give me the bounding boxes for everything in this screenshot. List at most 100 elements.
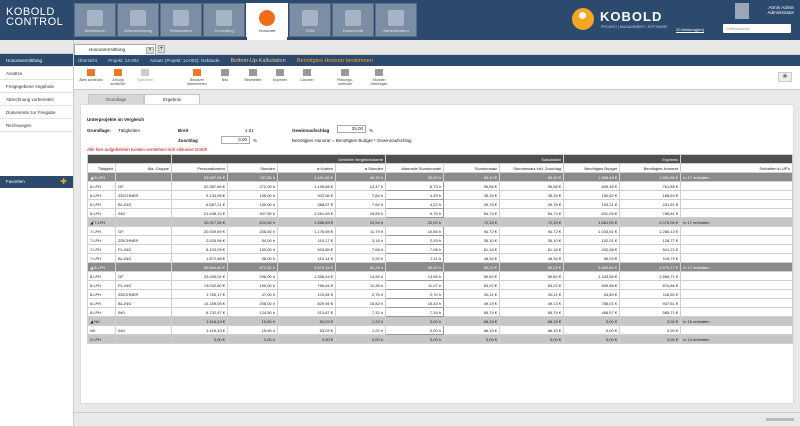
toolbar-button[interactable]: Zeilung schließen [105, 68, 131, 88]
sidebar-item[interactable]: Dokumente zur Freigabe [0, 106, 73, 119]
gewinn-input[interactable]: 25,00 [337, 125, 366, 133]
manual-hours-cell[interactable]: 4,22 h [385, 199, 445, 209]
table-row[interactable]: 6.LPH ZEICHNER 5.134,96 €136,00 h 302,06 €7… [87, 190, 793, 200]
manual-hours-cell[interactable]: 0,00 h [385, 325, 445, 335]
column-header[interactable]: Benötigtes Budget [563, 163, 621, 173]
favorites-bar[interactable]: Favoriten ✚ [0, 176, 73, 188]
manual-hours-cell[interactable]: 0,00 h [385, 316, 445, 326]
module-tab-reisekosten[interactable]: Reisekosten [160, 3, 202, 37]
manual-hours-cell[interactable]: 2,93 h [385, 235, 445, 245]
manual-hours-cell[interactable]: 50,00 h [385, 262, 445, 272]
table-cell: 6.LPH [87, 199, 116, 209]
group-header-kalkulation: Kalkulation [385, 154, 565, 164]
avatar[interactable] [735, 3, 749, 19]
module-tab-label: CRM [305, 28, 315, 33]
toolbar-button[interactable]: Kopieren [267, 68, 293, 88]
module-tab-controlling[interactable]: Controlling [203, 3, 245, 37]
sidebar-item[interactable]: Rechnungen [0, 119, 73, 132]
table-row[interactable]: 8.LPH ZEICHNER 1.760,17 €47,00 h 103,54 €2,… [87, 289, 793, 299]
breadcrumb-item[interactable]: Ansatz (Projekt: 14-002): Gebäude [149, 58, 220, 63]
table-cell: 0,00 € [563, 316, 621, 326]
table-row[interactable]: 8.LPH BL-ING 14.159,05 €208,00 h 829,94 €15… [87, 298, 793, 308]
column-header[interactable]: Benötigtes Honorar [619, 163, 682, 173]
manual-hours-cell[interactable]: 4,39 h [385, 190, 445, 200]
tab-ergebnis[interactable]: Ergebnis [144, 94, 200, 104]
settings-menu-icon[interactable]: ✱ [778, 72, 792, 82]
manual-hours-cell[interactable]: 7,34 h [385, 307, 445, 317]
breadcrumb-item[interactable]: Projekt: 14-002 [108, 58, 139, 63]
manual-hours-cell[interactable]: 7,08 h [385, 244, 445, 254]
sidebar-item[interactable]: Honorarermittlung [0, 54, 73, 67]
column-header[interactable]: Stunden [227, 163, 278, 173]
manual-hours-cell[interactable]: 0,00 h [385, 334, 445, 344]
toolbar-button[interactable]: Neu [212, 68, 238, 88]
table-row[interactable]: 7.LPH ZEICHNER 2.025,96 €54,00 h 119,17 €3,… [87, 235, 793, 245]
toolbar-button[interactable]: Speichern [132, 68, 158, 88]
new-tab-button[interactable]: + [158, 45, 165, 53]
group-row[interactable]: ◢ 7.LPH 32.017,26 €424,50 h 1.986,89 €24,9… [87, 217, 793, 227]
sidebar-item[interactable]: Freigegebene Angebote [0, 80, 73, 93]
column-header[interactable]: Personalkosten [171, 163, 228, 173]
manual-hours-cell[interactable]: 9,76 h [385, 208, 445, 218]
group-row[interactable]: ◢ 6.LPH 53.557,94 €787,50 h 3.151,82 €46,3… [87, 172, 793, 182]
zoom-slider[interactable] [766, 418, 794, 421]
table-row[interactable]: 8.LPH PL-ING 13.032,80 €190,00 h 766,64 €11… [87, 280, 793, 290]
zuschlag-input[interactable]: 0,00 [221, 136, 250, 144]
toolbar-button[interactable]: Stunden übertragen [366, 68, 392, 88]
sidebar-item[interactable]: Abrechnung vorbereiten [0, 93, 73, 106]
table-row[interactable]: 6.LPH GF 20.387,69 €272,00 h 1.199,86 €12,4… [87, 181, 793, 191]
table-row[interactable]: 8.LPH ING 8.732,47 €124,50 h 513,67 €7,32 h… [87, 307, 793, 317]
column-header[interactable]: ø Kosten [277, 163, 336, 173]
module-tab-crm[interactable]: CRM [289, 3, 331, 37]
search-input[interactable]: Volltextsuche [723, 24, 791, 33]
toolbar-button[interactable]: Benutzer übernehmen [184, 68, 210, 88]
table-row[interactable]: NK ING 1.416,43 €19,50 h 83,03 €1,22 h 0,00 … [87, 325, 793, 335]
table-row[interactable]: 6.LPH ING 21.448,13 €307,50 h 1.261,83 €16,… [87, 208, 793, 218]
column-header[interactable]: ø Stunden [334, 163, 387, 173]
tab-grundlage[interactable]: Grundlage [88, 94, 144, 104]
module-tab-administration[interactable]: Administration [375, 3, 417, 37]
module-tab-arbeitsbuch[interactable]: Arbeitsbuch [74, 3, 116, 37]
tab-honorarermittlung[interactable]: Honorarermittlung × [74, 44, 156, 55]
toolbar-button[interactable]: Planungs-methode [332, 68, 358, 88]
table-row[interactable]: 7.LPH BL-ING 1.872,58 €38,00 h 110,14 €2,29… [87, 253, 793, 263]
user-info[interactable]: Armin Admin Administrator [752, 5, 794, 15]
column-header[interactable]: Enthalten in UP's [680, 163, 793, 173]
manual-hours-cell[interactable]: 2,70 h [385, 289, 445, 299]
table-row[interactable]: 6.LPH BL-ING 6.587,21 €130,00 h 388,07 €7,6… [87, 199, 793, 209]
breadcrumb-item[interactable]: Übersicht [78, 58, 98, 63]
module-tab-zeitenerfassung[interactable]: Zeitenerfassung [117, 3, 159, 37]
module-tabs: Arbeitsbuch Zeitenerfassung Reisekosten Con… [74, 3, 417, 40]
toolbar-button[interactable]: Bearbeiten [240, 68, 266, 88]
column-header[interactable]: Stundensatz inkl. Zuschlag [499, 163, 565, 173]
column-header[interactable]: Manuelle Stundenzahl [385, 163, 445, 173]
table-cell [680, 307, 793, 317]
manual-hours-cell[interactable]: 6,73 h [385, 181, 445, 191]
group-row[interactable]: 9.LPH 0,00 €0,00 h 0,00 €0,00 h 0,00 h 0,00 … [87, 334, 793, 344]
add-favorite-icon[interactable]: ✚ [60, 177, 67, 186]
toolbar-button[interactable]: Löschen [294, 68, 320, 88]
table-row[interactable]: 7.LPH GF 20.009,69 €206,50 h 1.176,98 €11,7… [87, 226, 793, 236]
table-row[interactable]: 8.LPH GF 23.059,01 €296,00 h 1.356,44 €14,9… [87, 271, 793, 281]
table-row[interactable]: 7.LPH PL-ING 8.103,09 €130,00 h 503,89 €7,6… [87, 244, 793, 254]
group-row[interactable]: ◢ 8.LPH 60.564,60 €871,50 h 3.570,34 €51,2… [87, 262, 793, 272]
manual-hours-cell[interactable]: 15,43 h [385, 298, 445, 308]
breadcrumb-selected[interactable]: Bottom-Up-Kalkulation [230, 58, 286, 64]
module-tab-honorare[interactable]: Honorare [246, 3, 288, 40]
column-header[interactable]: Ma.-Gruppe [115, 163, 172, 173]
table-cell [680, 181, 793, 191]
group-row[interactable]: ◢ NK 1.416,43 €19,50 h 83,03 €1,22 h 0,00 h… [87, 316, 793, 326]
sidebar-item[interactable]: Ansätze [0, 67, 73, 80]
manual-hours-cell[interactable]: 2,11 h [385, 253, 445, 263]
close-tab-icon[interactable]: × [146, 47, 154, 54]
column-header[interactable]: Tätigkeit [87, 163, 116, 173]
manual-hours-cell[interactable]: 20,00 h [385, 217, 445, 227]
toolbar-button[interactable]: Alles schließen [78, 68, 104, 88]
manual-hours-cell[interactable]: 13,96 h [385, 271, 445, 281]
column-header[interactable]: Stundensatz [443, 163, 501, 173]
manual-hours-cell[interactable]: 10,85 h [385, 226, 445, 236]
manual-hours-cell[interactable]: 11,07 h [385, 280, 445, 290]
manual-hours-cell[interactable]: 25,00 h [385, 172, 445, 182]
module-tab-dokumente[interactable]: Dokumente [332, 3, 374, 37]
messages-link[interactable]: 20 Meldung(en) [676, 27, 705, 32]
